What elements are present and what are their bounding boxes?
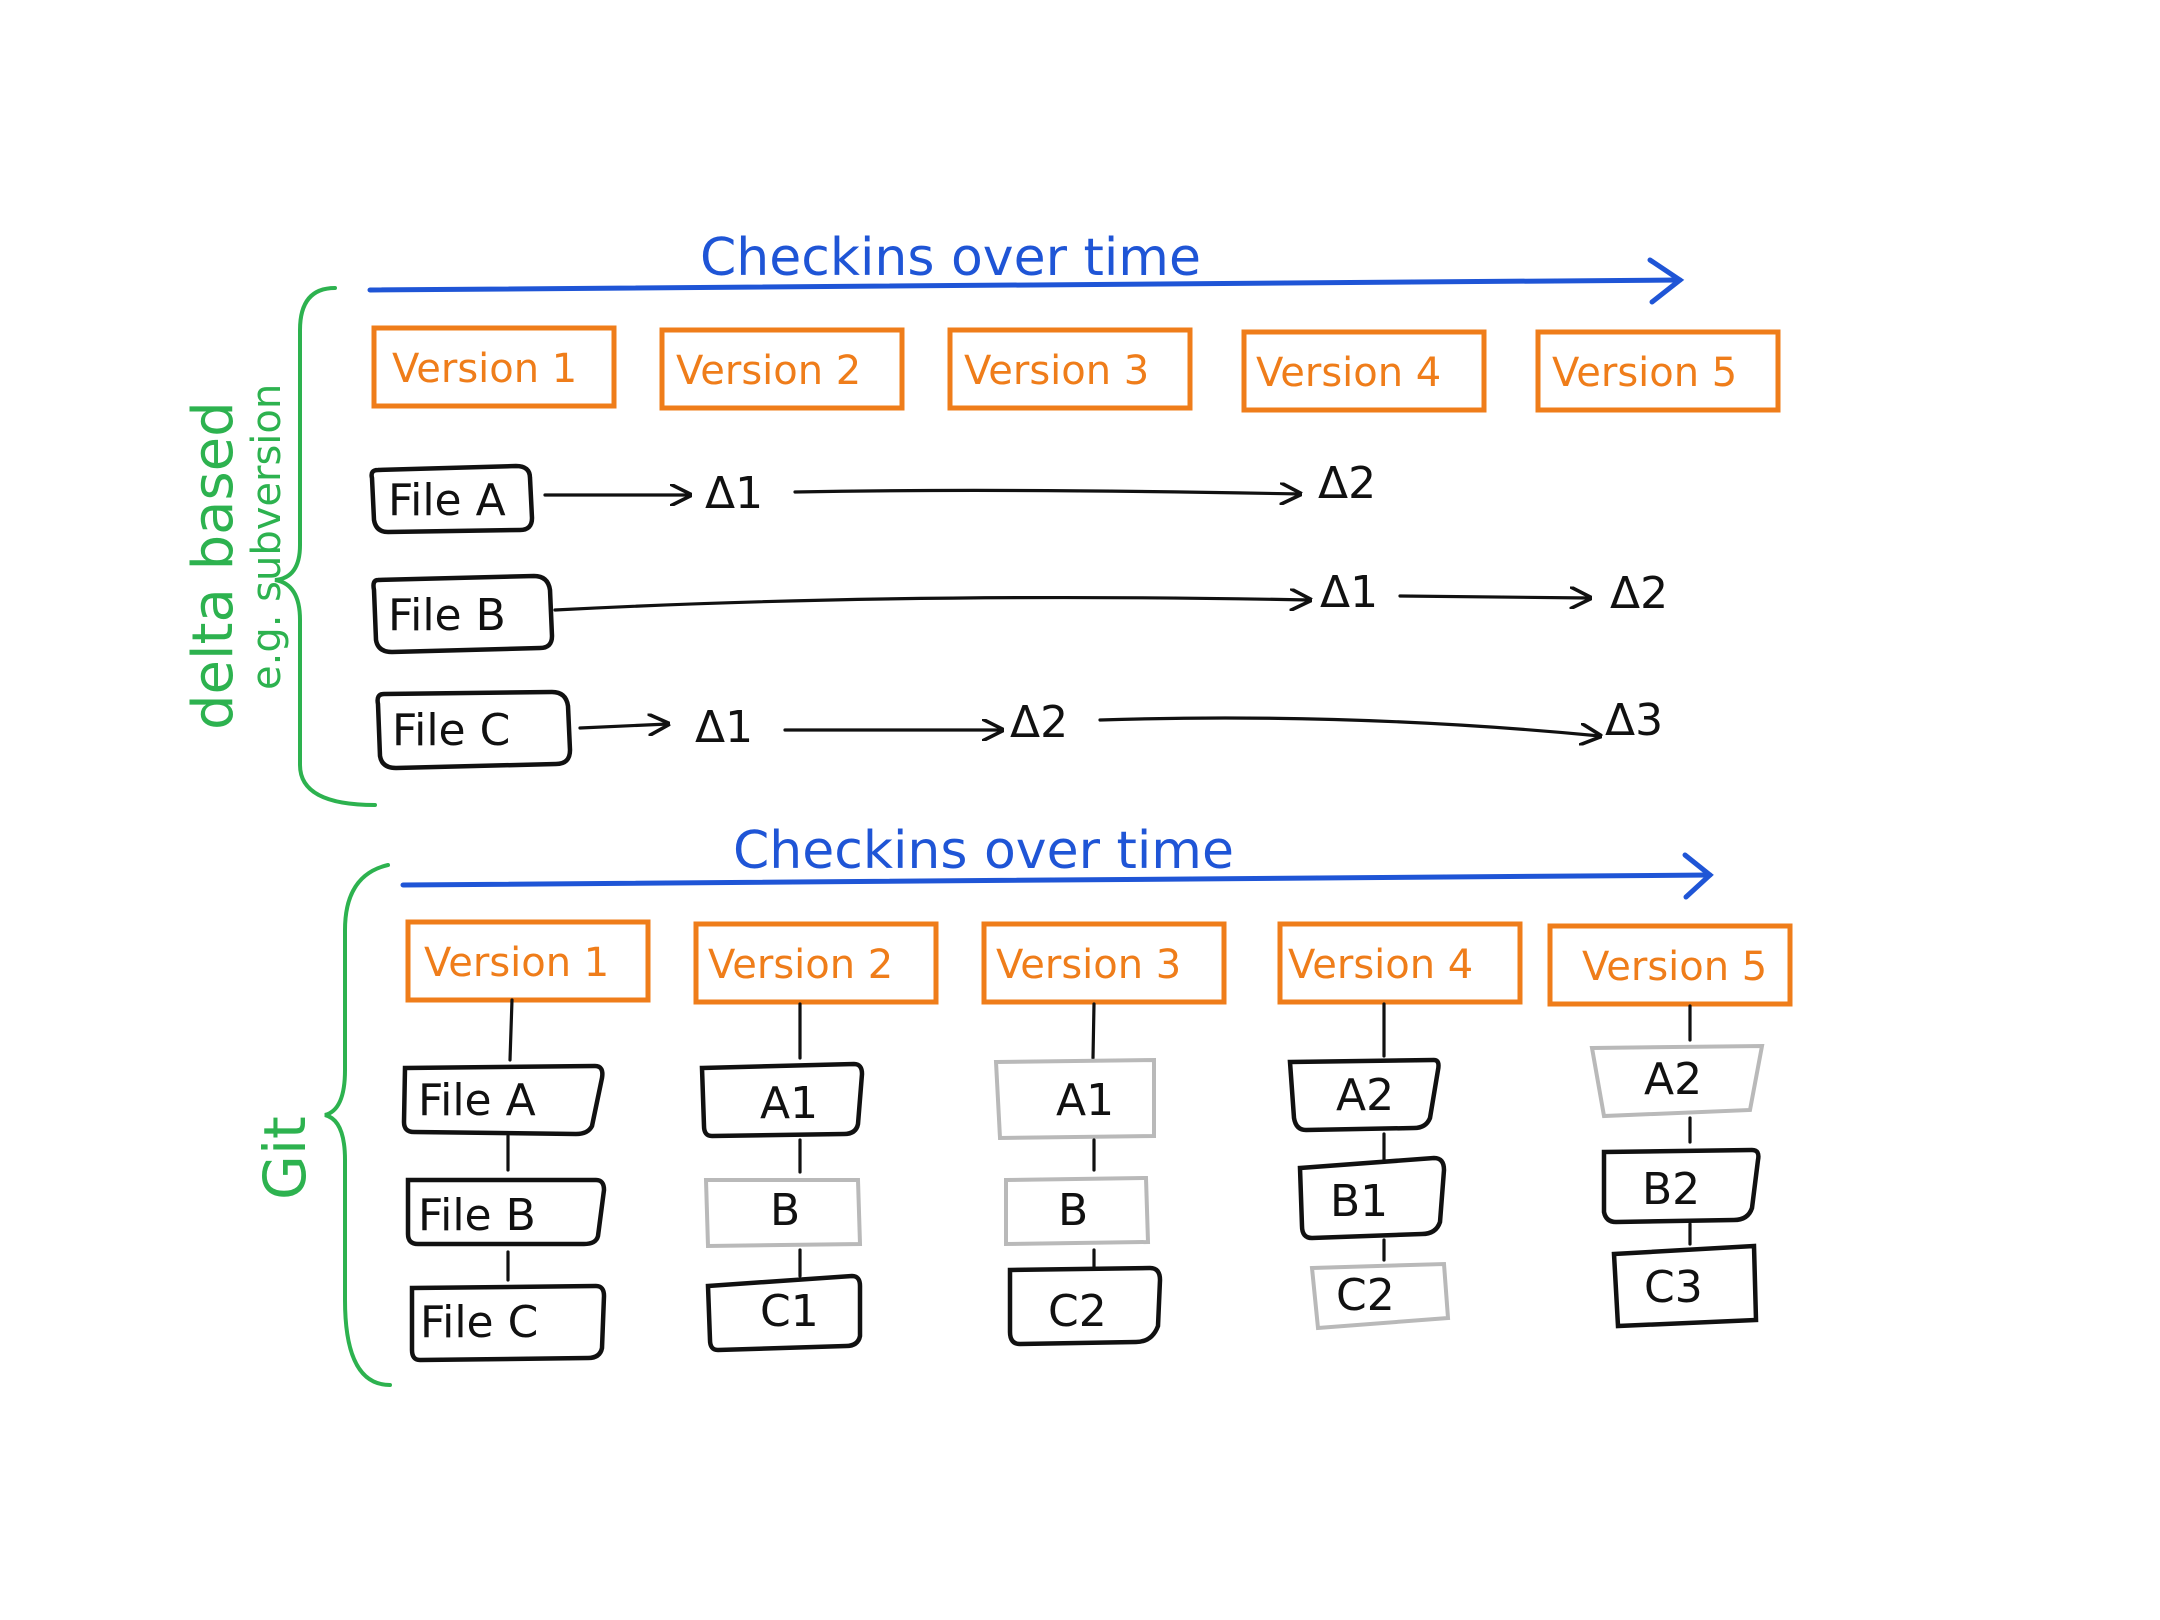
delta-file-a-delta-2: Δ2 [1318, 458, 1376, 509]
git-label: Git [251, 1116, 319, 1200]
svg-text:C1: C1 [760, 1286, 819, 1337]
git-snapshot-2: A1 B C1 [699, 1002, 865, 1353]
delta-file-a-row: File A Δ1 Δ2 [369, 458, 1376, 535]
git-version-2: Version 2 [693, 921, 939, 1005]
delta-timeline-arrow [367, 277, 1683, 293]
git-version-4: Version 4 [1277, 921, 1523, 1005]
svg-text:Version 3: Version 3 [996, 942, 1181, 988]
svg-text:A2: A2 [1644, 1054, 1702, 1105]
svg-text:File B: File B [418, 1190, 536, 1241]
delta-version-2: Version 2 [659, 327, 905, 411]
delta-section: delta based e.g. subversion Checkins ove… [181, 228, 1781, 807]
svg-text:B1: B1 [1330, 1176, 1388, 1227]
svg-text:B: B [770, 1185, 800, 1236]
svg-text:Version 3: Version 3 [964, 348, 1149, 394]
delta-file-c-delta-1: Δ1 [695, 702, 753, 753]
svg-text:File A: File A [418, 1075, 536, 1126]
svg-text:Version 2: Version 2 [676, 348, 861, 394]
svg-text:Version 4: Version 4 [1288, 942, 1473, 988]
svg-text:Version 1: Version 1 [424, 940, 609, 986]
svg-text:C2: C2 [1048, 1286, 1107, 1337]
delta-file-c-row: File C Δ1 Δ2 Δ3 [375, 689, 1663, 771]
git-brace [324, 863, 392, 1387]
delta-file-b-delta-2: Δ2 [1610, 568, 1668, 619]
git-timeline-label: Checkins over time [733, 821, 1234, 881]
delta-file-b-row: File B Δ1 Δ2 [371, 567, 1668, 655]
delta-brace [274, 286, 377, 807]
git-snapshot-5: A2 B2 C3 [1589, 1004, 1765, 1329]
git-version-5: Version 5 [1547, 923, 1793, 1007]
svg-text:A1: A1 [1056, 1075, 1114, 1126]
svg-text:File C: File C [420, 1297, 538, 1348]
svg-text:Version 5: Version 5 [1552, 350, 1737, 396]
svg-text:A1: A1 [760, 1078, 818, 1129]
delta-version-3: Version 3 [947, 327, 1193, 411]
git-timeline-arrowhead [1682, 852, 1714, 900]
git-section: Git Checkins over time Version 1 Version… [251, 821, 1793, 1387]
git-snapshot-1: File A File B File C [401, 998, 607, 1363]
delta-file-c-delta-3: Δ3 [1605, 695, 1663, 746]
svg-text:C3: C3 [1644, 1262, 1703, 1313]
delta-file-b-delta-1: Δ1 [1320, 567, 1378, 618]
delta-version-1: Version 1 [371, 325, 617, 409]
svg-text:Version 5: Version 5 [1582, 944, 1767, 990]
delta-file-c-delta-2: Δ2 [1010, 697, 1068, 748]
svg-text:Version 1: Version 1 [392, 346, 577, 392]
git-version-3: Version 3 [981, 921, 1227, 1005]
delta-timeline-arrowhead [1647, 257, 1685, 305]
svg-text:B2: B2 [1642, 1164, 1700, 1215]
svg-text:File A: File A [388, 475, 506, 526]
delta-based-label: delta based [181, 401, 246, 730]
svg-text:File B: File B [388, 590, 506, 641]
svg-text:Version 2: Version 2 [708, 942, 893, 988]
git-snapshot-4: A2 B1 C2 [1287, 1002, 1451, 1331]
svg-text:C2: C2 [1336, 1270, 1395, 1321]
git-timeline-arrow [400, 872, 1713, 888]
svg-text:File C: File C [392, 705, 510, 756]
svg-text:B: B [1058, 1185, 1088, 1236]
git-snapshot-3: A1 B C2 [993, 1002, 1163, 1347]
git-version-1: Version 1 [405, 919, 651, 1003]
delta-version-5: Version 5 [1535, 329, 1781, 413]
svg-text:Version 4: Version 4 [1256, 350, 1441, 396]
delta-sublabel: e.g. subversion [244, 384, 290, 690]
delta-file-a-delta-1: Δ1 [705, 468, 763, 519]
svg-text:A2: A2 [1336, 1070, 1394, 1121]
delta-version-4: Version 4 [1241, 329, 1487, 413]
delta-timeline-label: Checkins over time [700, 228, 1201, 288]
